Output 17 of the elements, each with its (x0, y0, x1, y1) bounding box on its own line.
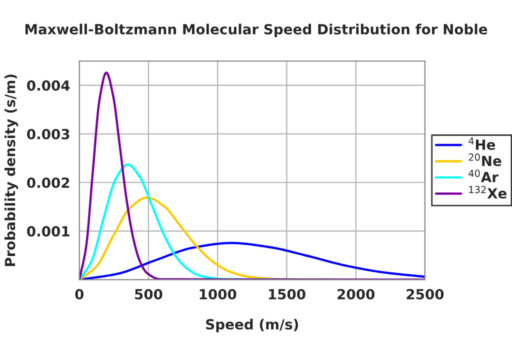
legend-label: $^{4}$He (468, 137, 496, 150)
x-tick-label: 2500 (406, 288, 444, 300)
legend-label: $^{40}$Ar (468, 170, 498, 182)
x-tick-label: 0 (75, 288, 84, 300)
x-tick-label: 1500 (268, 288, 306, 300)
y-tick-label: 0.001 (27, 226, 70, 237)
y-tick-label: 0.002 (27, 177, 70, 188)
x-tick-label: 1000 (200, 288, 236, 300)
legend-label: $^{20}$Ne (468, 153, 502, 166)
chart-title: Maxwell-Boltzmann Molecular Speed Distribution for Noble (25, 24, 488, 38)
legend-label: $^{132}$Xe (469, 186, 507, 199)
x-axis-title: Speed (m/s) (206, 318, 298, 332)
x-tick-label: 500 (135, 288, 162, 300)
y-tick-label: 0.004 (27, 80, 70, 91)
y-axis-title: Probability density (s/m) (4, 74, 18, 266)
x-tick-label: 2000 (338, 288, 375, 300)
y-tick-label: 0.003 (27, 128, 70, 140)
